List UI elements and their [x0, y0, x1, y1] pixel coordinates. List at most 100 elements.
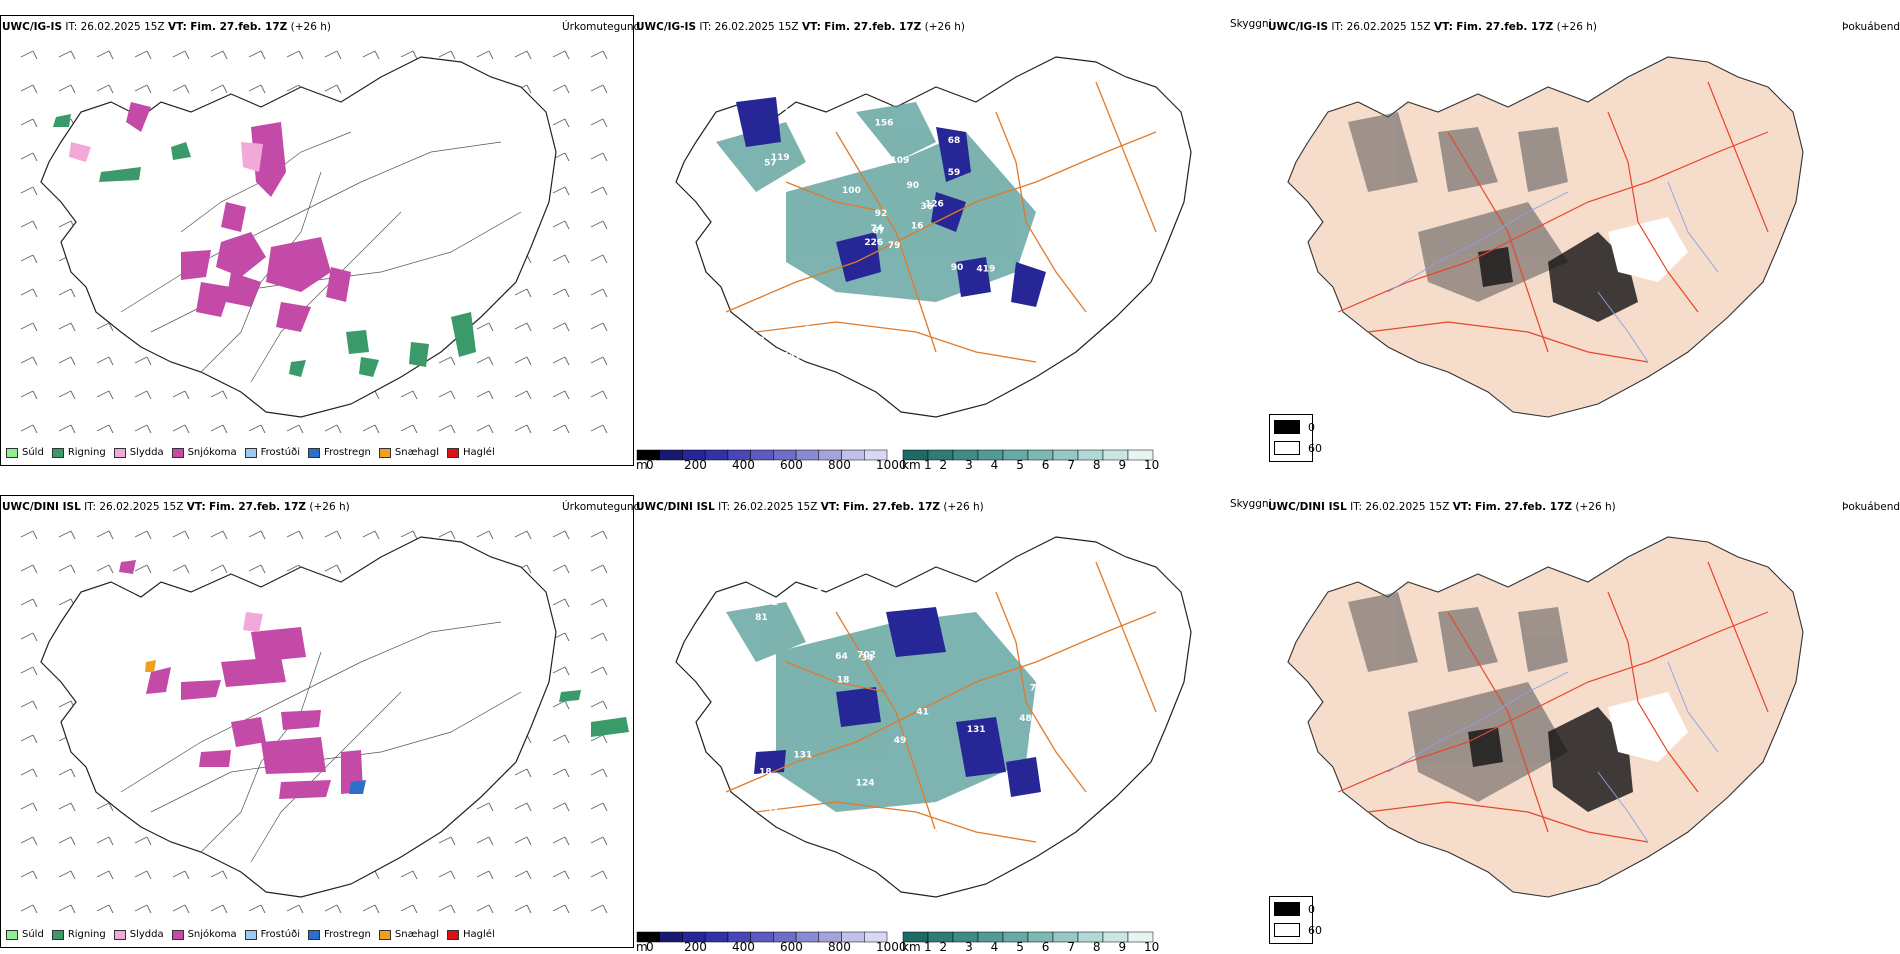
road-network [725, 81, 1157, 363]
wind-barb [590, 700, 608, 710]
ceiling-title-bottom: Skyggni [1230, 498, 1272, 510]
ceiling-value-label: 124 [856, 778, 875, 788]
colorbar-tick-label: 600 [780, 940, 803, 954]
wind-barb [20, 632, 38, 642]
ceiling-value-label: 92 [875, 209, 888, 219]
ceiling-value-label: 641 [782, 351, 801, 361]
wind-barb [400, 50, 418, 60]
wind-barb [96, 904, 114, 914]
colorbar-segment [864, 449, 888, 461]
wind-barb [58, 904, 76, 914]
wind-barb [20, 802, 38, 812]
wind-barb [96, 424, 114, 434]
legend-item: Frostregn [308, 447, 371, 458]
ceiling-value-label: 79 [888, 241, 901, 251]
wind-barb [514, 390, 532, 400]
legend-label: Rigning [67, 447, 106, 458]
wind-barb [590, 870, 608, 880]
ceiling-value-label: 59 [948, 168, 961, 178]
wind-barb [438, 904, 456, 914]
river-network [1387, 181, 1719, 363]
ceiling-header-bottom: UWC/DINI ISL IT: 26.02.2025 15Z VT: Fim.… [636, 501, 984, 513]
ceiling-value-label: 82 [752, 336, 765, 346]
wind-barb [172, 564, 190, 574]
wind-barb [476, 904, 494, 914]
colorbar-tick-label: 2 [939, 458, 948, 472]
wind-barb [590, 836, 608, 846]
colorbar-tick-label: 9 [1118, 940, 1127, 954]
ceiling-value-label: 131 [793, 750, 812, 760]
ceiling-value-label: 111 [926, 828, 945, 838]
wind-barb [20, 598, 38, 608]
legend-label: Snæhagl [394, 929, 440, 940]
lead-time: (+26 h) [290, 21, 331, 33]
colorbar-tick-label: 800 [828, 940, 851, 954]
wind-barb [400, 390, 418, 400]
legend-label: Rigning [67, 929, 106, 940]
wind-barb [476, 802, 494, 812]
slydda-areas [243, 612, 263, 632]
precip-map-top [20, 50, 608, 434]
wind-barb [20, 904, 38, 914]
ceiling-value-label: 18 [837, 676, 850, 686]
legend-swatch [51, 929, 64, 940]
ceiling-value-label: 90 [907, 181, 920, 191]
colorbar-tick-label: 7 [1067, 458, 1075, 472]
wind-barb [514, 50, 532, 60]
wind-barb [210, 530, 228, 540]
colorbar-tick-label: 0 [646, 940, 654, 954]
it-value: 26.02.2025 15Z [714, 21, 799, 33]
model-name: UWC/DINI ISL [1268, 501, 1347, 513]
legend-label: Súld [22, 447, 44, 458]
colorbar-tick-label: 4 [990, 458, 999, 472]
ceiling-colorbar-bottom [636, 928, 888, 947]
visibility-colorbar-svg [902, 449, 1154, 461]
precip-panel-top: UWC/IG-IS IT: 26.02.2025 15Z VT: Fim. 27… [0, 12, 640, 466]
ceiling-value-label: 126 [925, 199, 944, 209]
legend-item: Súld [6, 447, 44, 458]
wind-barb [552, 530, 570, 540]
wind-barb [58, 288, 76, 298]
river-network [1387, 661, 1719, 843]
ceiling-value-label: 81 [755, 613, 768, 623]
wind-barb [438, 424, 456, 434]
wind-barb [590, 598, 608, 608]
wind-barb [476, 322, 494, 332]
it-value: 26.02.2025 15Z [1365, 501, 1450, 513]
colorbar-tick-label: 5 [1016, 458, 1024, 472]
wind-barb [172, 424, 190, 434]
ceiling-value-label: 119 [771, 153, 790, 163]
model-name: UWC/IG-IS [2, 21, 63, 33]
wind-barb [552, 700, 570, 710]
ceiling-value-label: 30 [784, 108, 797, 118]
vt-label: VT: [1452, 501, 1472, 513]
legend-item: Súld [6, 929, 44, 940]
wind-barb [20, 118, 38, 128]
wind-barb [20, 50, 38, 60]
wind-barb [134, 356, 152, 366]
wind-barb [20, 564, 38, 574]
ceiling-value-label: 457 [1047, 577, 1066, 587]
wind-barb [248, 564, 266, 574]
wind-barb [590, 50, 608, 60]
wind-barb [96, 836, 114, 846]
wind-barb [552, 288, 570, 298]
wind-barb [590, 322, 608, 332]
wind-barb [514, 870, 532, 880]
wind-barb [400, 904, 418, 914]
wind-barb [590, 288, 608, 298]
legend-item: Slydda [113, 447, 164, 458]
wind-barb [590, 84, 608, 94]
colorbar-tick-label: 1000 [876, 458, 907, 472]
wind-barb [210, 50, 228, 60]
wind-barb [552, 118, 570, 128]
vt-value: Fim. 27.feb. 17Z [209, 501, 307, 513]
wind-barb [20, 768, 38, 778]
road-network [1337, 561, 1769, 843]
legend-label: Haglél [463, 929, 495, 940]
ceiling-value-label: 100 [985, 802, 1004, 812]
visibility-colorbar-bottom [902, 928, 1154, 947]
wind-barb [248, 50, 266, 60]
legend-item: Haglél [447, 447, 495, 458]
snaehagl-areas [145, 660, 156, 672]
